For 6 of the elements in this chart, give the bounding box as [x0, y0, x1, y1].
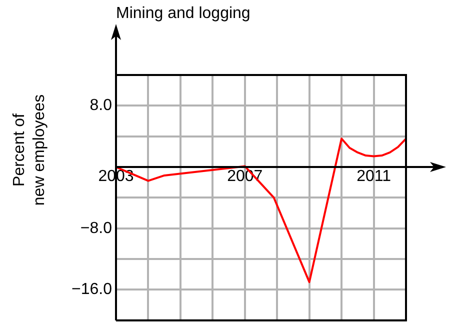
y-tick-label: −8.0	[80, 220, 112, 237]
chart-title: Mining and logging	[116, 5, 250, 22]
x-tick-label: 2011	[356, 168, 392, 186]
y-axis-title: Percent of new employees	[11, 94, 48, 206]
y-tick-label: 8.0	[90, 97, 112, 114]
y-tick-label: −16.0	[72, 281, 112, 298]
